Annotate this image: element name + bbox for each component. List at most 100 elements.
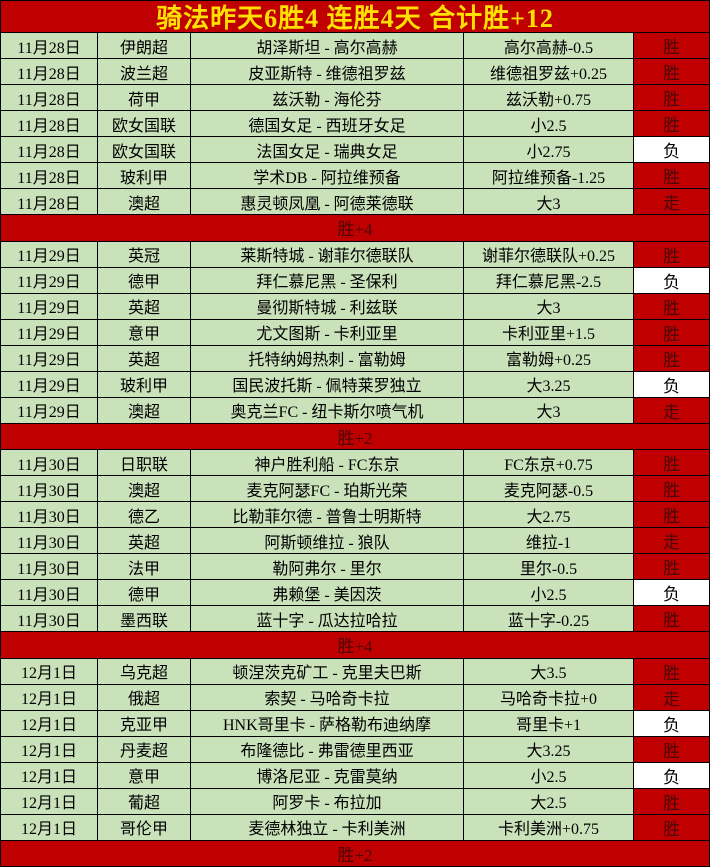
result-cell: 负 <box>634 137 709 163</box>
result-cell: 胜 <box>634 450 709 476</box>
result-cell: 负 <box>634 762 709 788</box>
date-cell: 12月1日 <box>1 710 97 736</box>
league-cell: 意甲 <box>98 319 190 345</box>
date-cell: 11月30日 <box>1 580 97 606</box>
league-cell: 克亚甲 <box>98 710 190 736</box>
pick-cell: 蓝十字-0.25 <box>464 606 633 632</box>
date-cell: 11月28日 <box>1 137 97 163</box>
league-cell: 意甲 <box>98 762 190 788</box>
league-cell: 玻利甲 <box>98 371 190 397</box>
result-cell: 胜 <box>634 293 709 319</box>
league-cell: 波兰超 <box>98 59 190 85</box>
date-cell: 11月30日 <box>1 476 97 502</box>
pick-cell: 小2.5 <box>464 762 633 788</box>
pick-cell: 大3.5 <box>464 658 633 684</box>
pick-cell: 阿拉维预备-1.25 <box>464 163 633 189</box>
result-cell: 胜 <box>634 111 709 137</box>
match-cell: 阿斯顿维拉 - 狼队 <box>191 528 463 554</box>
pick-cell: 维拉-1 <box>464 528 633 554</box>
league-cell: 澳超 <box>98 397 190 423</box>
league-cell: 哥伦甲 <box>98 814 190 840</box>
match-cell: 顿涅茨克矿工 - 克里夫巴斯 <box>191 658 463 684</box>
league-cell: 伊朗超 <box>98 33 190 59</box>
result-cell: 胜 <box>634 319 709 345</box>
match-cell: 法国女足 - 瑞典女足 <box>191 137 463 163</box>
league-cell: 墨西联 <box>98 606 190 632</box>
pick-cell: 大3.25 <box>464 736 633 762</box>
pick-cell: 麦克阿瑟-0.5 <box>464 476 633 502</box>
match-cell: 莱斯特城 - 谢菲尔德联队 <box>191 241 463 267</box>
result-cell: 走 <box>634 397 709 423</box>
match-cell: HNK哥里卡 - 萨格勒布迪纳摩 <box>191 710 463 736</box>
pick-cell: 大2.5 <box>464 788 633 814</box>
league-cell: 丹麦超 <box>98 736 190 762</box>
date-cell: 11月30日 <box>1 502 97 528</box>
match-cell: 皮亚斯特 - 维德祖罗兹 <box>191 59 463 85</box>
result-cell: 负 <box>634 710 709 736</box>
pick-cell: 大3.25 <box>464 371 633 397</box>
match-cell: 神户胜利船 - FC东京 <box>191 450 463 476</box>
match-cell: 学术DB - 阿拉维预备 <box>191 163 463 189</box>
result-cell: 走 <box>634 684 709 710</box>
match-cell: 麦克阿瑟FC - 珀斯光荣 <box>191 476 463 502</box>
result-cell: 胜 <box>634 241 709 267</box>
league-cell: 德甲 <box>98 267 190 293</box>
result-cell: 胜 <box>634 788 709 814</box>
date-cell: 11月30日 <box>1 606 97 632</box>
pick-cell: FC东京+0.75 <box>464 450 633 476</box>
date-cell: 11月30日 <box>1 528 97 554</box>
pick-cell: 高尔高赫-0.5 <box>464 33 633 59</box>
match-cell: 索契 - 马哈奇卡拉 <box>191 684 463 710</box>
pick-cell: 谢菲尔德联队+0.25 <box>464 241 633 267</box>
result-cell: 负 <box>634 580 709 606</box>
pick-cell: 里尔-0.5 <box>464 554 633 580</box>
date-cell: 11月29日 <box>1 371 97 397</box>
pick-cell: 大2.75 <box>464 502 633 528</box>
pick-cell: 大3 <box>464 397 633 423</box>
date-cell: 11月28日 <box>1 111 97 137</box>
result-cell: 胜 <box>634 59 709 85</box>
result-cell: 胜 <box>634 736 709 762</box>
date-cell: 11月29日 <box>1 319 97 345</box>
match-cell: 奥克兰FC - 纽卡斯尔喷气机 <box>191 397 463 423</box>
pick-cell: 小2.5 <box>464 111 633 137</box>
pick-cell: 大3 <box>464 293 633 319</box>
result-cell: 胜 <box>634 502 709 528</box>
date-cell: 11月29日 <box>1 267 97 293</box>
match-cell: 弗赖堡 - 美因茨 <box>191 580 463 606</box>
pick-cell: 拜仁慕尼黑-2.5 <box>464 267 633 293</box>
summary-row: 胜+4 <box>1 215 709 241</box>
pick-cell: 马哈奇卡拉+0 <box>464 684 633 710</box>
page-title: 骑法昨天6胜4 连胜4天 合计胜+12 <box>1 1 709 32</box>
match-cell: 惠灵顿凤凰 - 阿德莱德联 <box>191 189 463 215</box>
league-cell: 德乙 <box>98 502 190 528</box>
date-cell: 12月1日 <box>1 788 97 814</box>
date-cell: 12月1日 <box>1 684 97 710</box>
league-cell: 澳超 <box>98 189 190 215</box>
match-cell: 兹沃勒 - 海伦芬 <box>191 85 463 111</box>
date-cell: 12月1日 <box>1 658 97 684</box>
league-cell: 德甲 <box>98 580 190 606</box>
pick-cell: 卡利美洲+0.75 <box>464 814 633 840</box>
date-cell: 11月29日 <box>1 293 97 319</box>
pick-cell: 兹沃勒+0.75 <box>464 85 633 111</box>
league-cell: 英超 <box>98 345 190 371</box>
league-cell: 乌克超 <box>98 658 190 684</box>
date-cell: 11月30日 <box>1 554 97 580</box>
match-cell: 拜仁慕尼黑 - 圣保利 <box>191 267 463 293</box>
result-cell: 胜 <box>634 85 709 111</box>
pick-cell: 哥里卡+1 <box>464 710 633 736</box>
date-cell: 11月29日 <box>1 397 97 423</box>
date-cell: 11月28日 <box>1 85 97 111</box>
league-cell: 玻利甲 <box>98 163 190 189</box>
result-cell: 胜 <box>634 345 709 371</box>
match-cell: 勒阿弗尔 - 里尔 <box>191 554 463 580</box>
match-cell: 胡泽斯坦 - 高尔高赫 <box>191 33 463 59</box>
match-cell: 比勒菲尔德 - 普鲁士明斯特 <box>191 502 463 528</box>
date-cell: 11月28日 <box>1 33 97 59</box>
match-cell: 博洛尼亚 - 克雷莫纳 <box>191 762 463 788</box>
date-cell: 12月1日 <box>1 762 97 788</box>
summary-row: 胜+2 <box>1 423 709 449</box>
match-cell: 布隆德比 - 弗雷德里西亚 <box>191 736 463 762</box>
league-cell: 澳超 <box>98 476 190 502</box>
